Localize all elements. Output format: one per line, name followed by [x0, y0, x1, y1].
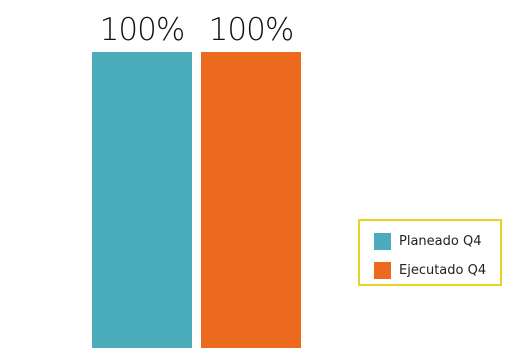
- data-label-planeado: 100%: [100, 12, 185, 48]
- bar-ejecutado: [201, 52, 301, 348]
- legend-swatch-planeado: [374, 232, 391, 250]
- legend-item-planeado: Planeado Q4: [374, 232, 481, 250]
- legend-label-ejecutado: Ejecutado Q4: [399, 262, 487, 278]
- data-label-ejecutado: 100%: [209, 12, 294, 48]
- legend-label-planeado: Planeado Q4: [399, 233, 482, 249]
- legend-swatch-ejecutado: [374, 261, 391, 279]
- chart-legend: Planeado Q4 Ejecutado Q4: [358, 219, 502, 286]
- legend-item-ejecutado: Ejecutado Q4: [374, 261, 486, 279]
- bar-planeado: [92, 52, 192, 348]
